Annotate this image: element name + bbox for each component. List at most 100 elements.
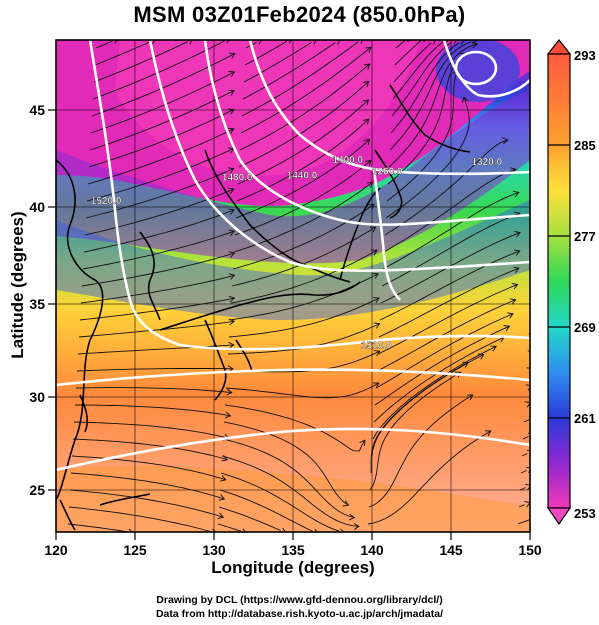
streamline-arrow [282,527,287,532]
x-tick-label: 120 [44,542,68,558]
streamline-arrow [514,231,521,238]
streamline-arrow [362,99,370,106]
streamline [80,274,235,304]
streamline [393,42,432,83]
streamline [79,297,235,321]
streamline-arrow [462,361,469,368]
streamline [373,336,505,423]
streamline-arrow [373,350,381,357]
streamline [90,71,235,134]
streamline [239,63,370,151]
streamline [236,118,370,202]
streamline [376,299,516,372]
streamline [382,191,519,270]
streamline-arrow [541,147,546,153]
contour-label: 1320.0 [472,157,503,168]
coastlines [56,84,471,531]
streamline-arrow [288,40,292,44]
contour-label: 1440.0 [287,171,318,182]
x-tick-label: 125 [123,542,147,558]
streamline-arrow [507,312,514,319]
streamline-arrow [228,295,236,303]
streamline-arrow [359,439,366,447]
streamline-arrow [527,449,530,457]
streamline [389,41,472,151]
streamline-arrow [334,40,341,45]
streamline-arrow [228,187,235,194]
streamline-arrow [228,229,236,236]
streamline [242,42,336,100]
y-tick-label: 25 [29,482,45,498]
streamline [241,41,359,117]
streamline-arrow [224,411,232,419]
streamline [235,138,370,219]
streamline [372,345,497,440]
streamline [386,70,458,202]
streamline [75,387,232,393]
streamline [221,455,360,527]
streamline-arrow [189,40,194,45]
colorbar-label: 293 [574,48,596,63]
streamline-arrow [363,138,371,146]
streamline [381,212,520,287]
streamline [218,506,281,531]
streamline [375,313,514,389]
streamline-arrow [362,80,370,88]
colorbar: 293 285 277 269 261 253 [546,39,596,526]
streamline-arrow [503,325,511,332]
colorbar-label: 285 [574,138,596,153]
streamline-arrow [362,118,370,125]
colorbar-top-arrow [546,39,572,55]
x-tick-label: 150 [518,542,542,558]
contour-label: 1480.0 [222,173,253,184]
contour-label: 1520.0 [91,196,122,207]
streamline [83,209,235,253]
streamline-arrow [114,40,118,44]
streamline [217,523,242,532]
x-tick-label: 145 [439,542,463,558]
streamline-arrow [372,273,379,280]
streamline [384,139,508,236]
streamline-arrow [533,266,539,272]
streamline [392,40,445,100]
streamline-arrow [217,512,225,520]
streamline [244,41,288,66]
streamline-arrow [512,190,520,198]
colorbar-bottom-arrow [546,507,572,526]
streamline-arrow [373,322,381,329]
streamline-arrow [227,167,235,174]
streamline-arrow [509,298,517,305]
streamline-arrow [227,127,235,134]
y-axis-label: Latitude (degrees) [8,211,27,359]
contour-label: 1510.0 [361,341,392,352]
streamline-arrow [228,71,236,78]
streamline-arrow [365,46,372,53]
streamline [81,252,235,287]
streamline-arrow [526,367,530,374]
streamline [78,320,235,338]
blue-band [56,200,530,320]
streamline [377,283,518,355]
streamline-arrow [373,297,380,304]
streamline-arrow [365,159,372,167]
streamline-arrow [471,41,479,49]
streamline [395,40,406,49]
streamline [223,421,349,506]
streamline-arrow [540,164,545,170]
streamline [84,188,234,236]
streamline-arrow [152,40,156,45]
streamline-arrow [348,513,356,521]
cold-region-core [115,40,420,176]
streamline-arrow [372,382,380,389]
colorbar-label: 261 [574,411,596,426]
streamline [75,404,231,417]
streamline [219,489,314,532]
y-tick-label: 40 [29,199,45,215]
streamline [82,230,235,270]
streamline-arrow [532,283,538,289]
streamline [368,394,474,508]
streamline [89,90,235,151]
streamline [394,40,422,66]
x-tick-label: 130 [202,542,226,558]
